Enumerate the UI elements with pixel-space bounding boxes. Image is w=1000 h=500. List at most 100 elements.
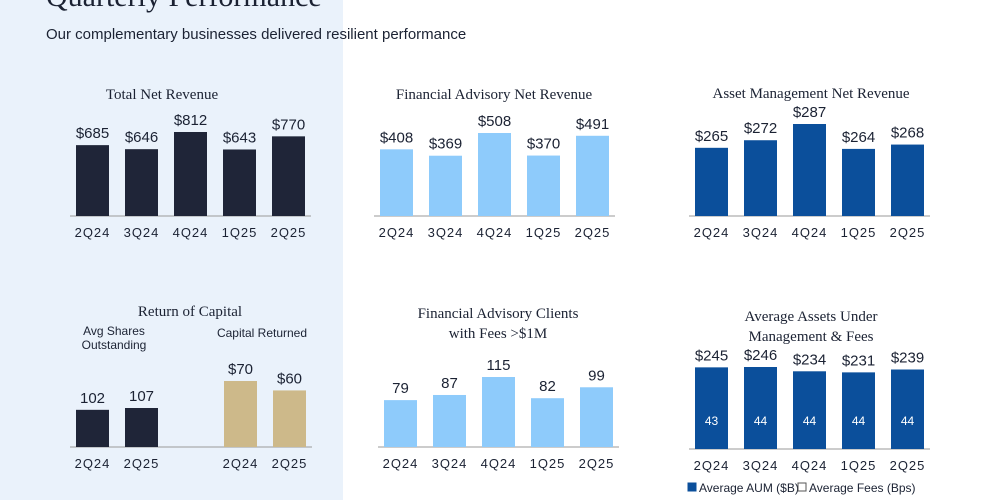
bar — [891, 144, 924, 216]
bar — [478, 133, 511, 216]
category-label: 2Q25 — [575, 225, 611, 240]
bar — [891, 369, 924, 449]
category-label: 2Q25 — [124, 456, 160, 471]
category-label: 3Q24 — [428, 225, 464, 240]
chart-title: Total Net Revenue — [106, 87, 219, 103]
data-label: $231 — [842, 352, 875, 369]
bar — [842, 148, 875, 216]
data-label: $508 — [478, 113, 511, 130]
chart-title: Asset Management Net Revenue — [712, 86, 909, 102]
bar — [695, 367, 728, 449]
category-label: 2Q24 — [694, 458, 730, 473]
category-label: 2Q25 — [272, 456, 308, 471]
legend-label: Average Fees (Bps) — [809, 481, 916, 495]
bar — [793, 124, 826, 216]
data-label: $770 — [272, 116, 305, 133]
data-label: $685 — [76, 125, 109, 142]
data-label: $264 — [842, 129, 875, 146]
fee-label: 44 — [803, 414, 817, 428]
data-label: $60 — [277, 370, 302, 387]
category-label: 3Q24 — [432, 456, 468, 471]
bar — [429, 155, 462, 216]
category-label: 1Q25 — [222, 225, 258, 240]
category-label: 3Q24 — [743, 458, 779, 473]
data-label: $234 — [793, 351, 826, 368]
category-label: 2Q25 — [579, 456, 615, 471]
fee-label: 44 — [852, 414, 866, 428]
bar — [695, 147, 728, 216]
data-label: $287 — [793, 104, 826, 121]
page-title: Quarterly Performance — [46, 0, 322, 14]
data-label: 87 — [441, 375, 458, 392]
bar — [433, 394, 466, 447]
legend-swatch — [687, 482, 697, 492]
category-label: 2Q24 — [223, 456, 259, 471]
bar — [125, 149, 158, 216]
category-label: 2Q24 — [383, 456, 419, 471]
data-label: $643 — [223, 129, 256, 146]
legend-label: Average AUM ($B) — [699, 481, 799, 495]
bar — [76, 145, 109, 216]
data-label: $246 — [744, 347, 777, 364]
bar — [744, 140, 777, 216]
chart-title: Management & Fees — [749, 329, 874, 345]
bar — [125, 408, 158, 447]
category-label: 2Q25 — [890, 225, 926, 240]
category-label: 1Q25 — [841, 458, 877, 473]
group-label: Avg Shares — [83, 324, 145, 338]
data-label: 82 — [539, 378, 556, 395]
bar — [842, 372, 875, 449]
category-label: 4Q24 — [173, 225, 209, 240]
category-label: 2Q24 — [75, 456, 111, 471]
page-subtitle: Our complementary businesses delivered r… — [46, 26, 467, 43]
data-label: $369 — [429, 136, 462, 153]
category-label: 3Q24 — [743, 225, 779, 240]
data-label: 102 — [80, 390, 105, 407]
category-label: 1Q25 — [530, 456, 566, 471]
chart-title: Financial Advisory Clients — [418, 306, 579, 322]
data-label: $408 — [380, 129, 413, 146]
bar — [527, 155, 560, 216]
bar — [174, 132, 207, 216]
category-label: 1Q25 — [526, 225, 562, 240]
bar — [482, 377, 515, 447]
category-label: 2Q24 — [694, 225, 730, 240]
category-label: 2Q24 — [379, 225, 415, 240]
category-label: 3Q24 — [124, 225, 160, 240]
chart-title: Return of Capital — [138, 304, 242, 320]
data-label: 115 — [487, 357, 511, 374]
chart-title: with Fees >$1M — [449, 326, 547, 342]
bar — [380, 149, 413, 216]
data-label: $245 — [695, 347, 728, 364]
chart-title: Average Assets Under — [744, 309, 877, 325]
category-label: 4Q24 — [481, 456, 517, 471]
data-label: $812 — [174, 112, 207, 129]
category-label: 2Q24 — [75, 225, 111, 240]
data-label: 107 — [129, 388, 154, 405]
data-label: $70 — [228, 361, 253, 378]
bar — [744, 367, 777, 449]
bar — [272, 136, 305, 216]
bar — [224, 381, 257, 447]
data-label: $370 — [527, 136, 560, 153]
fee-label: 44 — [754, 414, 768, 428]
data-label: 79 — [392, 380, 409, 397]
bar — [793, 371, 826, 449]
data-label: $265 — [695, 128, 728, 145]
category-label: 4Q24 — [792, 225, 828, 240]
category-label: 2Q25 — [890, 458, 926, 473]
chart-title: Financial Advisory Net Revenue — [396, 87, 593, 103]
data-label: $239 — [891, 350, 924, 367]
data-label: $272 — [744, 120, 777, 137]
bar — [273, 390, 306, 447]
group-label: Outstanding — [82, 338, 147, 352]
fee-label: 44 — [901, 414, 915, 428]
bar — [576, 135, 609, 216]
category-label: 1Q25 — [841, 225, 877, 240]
bar — [384, 400, 417, 447]
bar — [223, 149, 256, 216]
group-label: Capital Returned — [217, 326, 307, 340]
data-label: 99 — [588, 367, 605, 384]
data-label: $646 — [125, 129, 158, 146]
